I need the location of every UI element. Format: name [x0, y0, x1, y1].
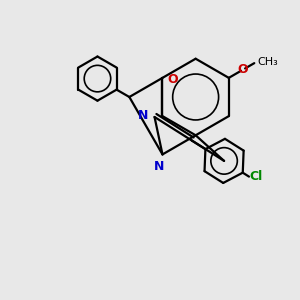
Text: N: N — [154, 160, 165, 173]
Text: N: N — [138, 109, 148, 122]
Text: CH₃: CH₃ — [257, 57, 278, 68]
Text: O: O — [238, 63, 248, 76]
Text: O: O — [167, 73, 178, 86]
Text: Cl: Cl — [250, 170, 263, 183]
